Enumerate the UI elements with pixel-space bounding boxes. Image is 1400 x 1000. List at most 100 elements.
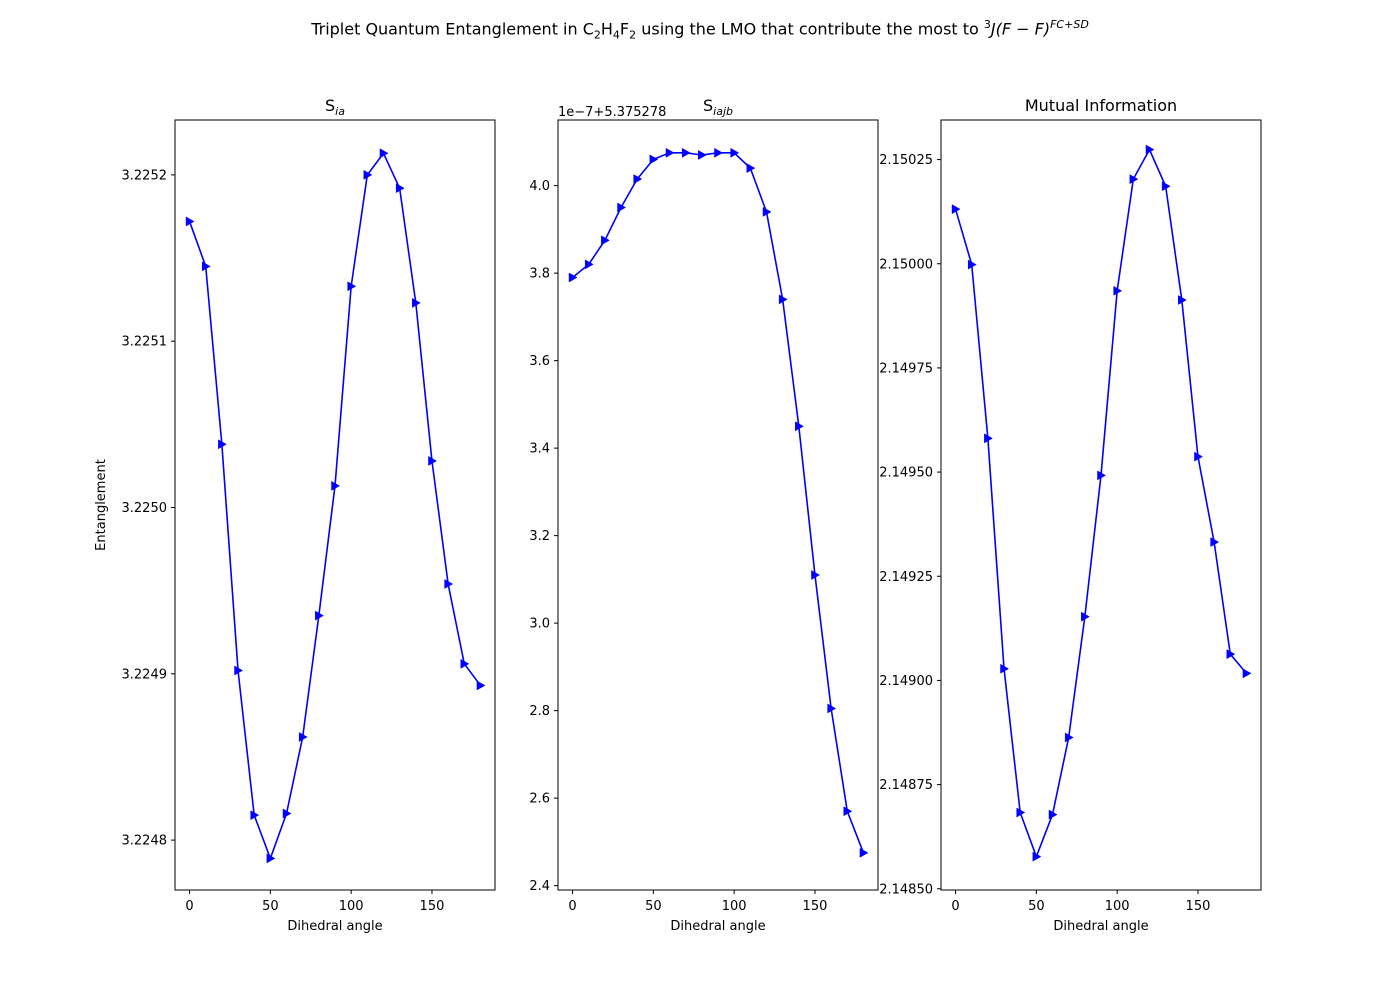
subplot-1: 0 50 100 150 3.2248 3.2249 3.2250 3.2251 3.2252 D… xyxy=(94,119,496,934)
data-point xyxy=(1097,470,1107,481)
subplot-title-sia: Sia xyxy=(325,96,345,119)
y-tick-label: 2.4 xyxy=(529,879,550,894)
y-tick-label: 3.2249 xyxy=(122,667,168,682)
data-point xyxy=(714,147,724,158)
data-point xyxy=(476,680,486,691)
x-axis-label: Dihedral angle xyxy=(287,919,382,934)
data-point xyxy=(363,169,373,180)
subplot-title-siajb: Siajb xyxy=(703,96,733,119)
data-point xyxy=(298,732,308,742)
data-point xyxy=(1242,668,1252,679)
data-point xyxy=(1048,809,1058,820)
x-tick-label: 50 xyxy=(645,899,662,914)
data-point xyxy=(1194,451,1203,462)
data-point xyxy=(444,579,454,589)
y-tick-label: 3.2252 xyxy=(122,168,168,183)
y-tick-label: 3.6 xyxy=(529,354,550,369)
data-point xyxy=(665,147,675,158)
y-tick-label: 2.14950 xyxy=(879,466,933,481)
y-tick-label: 2.15025 xyxy=(879,153,933,168)
x-tick-label: 0 xyxy=(568,899,576,914)
axes-frame xyxy=(174,119,496,891)
y-tick-label: 3.2250 xyxy=(122,501,168,516)
data-point xyxy=(331,480,341,491)
data-point xyxy=(951,204,961,215)
x-tick-label: 0 xyxy=(185,899,193,914)
data-point xyxy=(250,810,260,821)
y-tick-label: 3.4 xyxy=(529,442,550,457)
data-point xyxy=(201,261,211,272)
x-tick-label: 50 xyxy=(262,899,279,914)
data-point xyxy=(347,281,357,292)
x-tick-label: 50 xyxy=(1028,899,1045,914)
data-point xyxy=(967,259,977,270)
y-tick-label: 2.14925 xyxy=(879,570,933,585)
y-tick-label: 4.0 xyxy=(529,179,550,194)
y-tick-label: 3.2248 xyxy=(122,834,168,849)
data-point xyxy=(730,147,740,158)
data-point xyxy=(1178,295,1187,305)
data-point xyxy=(568,272,578,283)
axes-frame xyxy=(557,119,879,891)
figure-title: Triplet Quantum Entanglement in C2H4F2 u… xyxy=(311,18,1089,42)
data-point xyxy=(218,439,227,450)
x-axis-label: Dihedral angle xyxy=(670,919,765,934)
data-point xyxy=(778,294,788,305)
y-tick-label: 2.14900 xyxy=(879,674,933,689)
data-point xyxy=(234,665,244,676)
y-axis-label: Entanglement xyxy=(94,459,109,551)
x-tick-label: 150 xyxy=(803,899,828,914)
data-point xyxy=(827,703,837,714)
data-point xyxy=(859,847,869,858)
x-tick-label: 0 xyxy=(951,899,959,914)
data-point xyxy=(795,421,804,432)
data-point xyxy=(1081,611,1090,622)
y-tick-label: 3.2 xyxy=(529,529,550,544)
data-point xyxy=(1145,144,1155,155)
y-tick-label: 3.8 xyxy=(529,267,550,282)
y-tick-label: 2.14975 xyxy=(879,361,933,376)
series-line xyxy=(572,152,865,854)
x-tick-label: 100 xyxy=(339,899,364,914)
data-point xyxy=(282,808,292,819)
y-offset-label: 1e−7+5.375278 xyxy=(558,105,666,120)
data-point xyxy=(633,174,643,184)
series-line xyxy=(954,147,1248,859)
x-tick-label: 150 xyxy=(1186,899,1211,914)
data-point xyxy=(984,433,993,444)
y-tick-label: 2.6 xyxy=(529,792,550,807)
data-point xyxy=(315,610,324,621)
y-tick-label: 2.8 xyxy=(529,704,550,719)
data-point xyxy=(1032,851,1042,862)
y-tick-label: 2.14850 xyxy=(879,882,933,897)
data-point xyxy=(584,259,594,270)
data-point xyxy=(412,298,421,308)
data-point xyxy=(698,150,707,160)
data-point xyxy=(266,853,276,864)
data-point xyxy=(460,658,470,669)
data-point xyxy=(1064,732,1074,743)
y-tick-label: 2.14875 xyxy=(879,778,933,793)
data-point xyxy=(843,806,853,817)
x-tick-label: 100 xyxy=(1105,899,1130,914)
data-point xyxy=(428,456,437,466)
data-point xyxy=(746,163,756,174)
y-tick-label: 2.15000 xyxy=(879,257,933,272)
x-tick-label: 100 xyxy=(722,899,747,914)
subplot-2: 0 50 100 150 2.4 2.6 2.8 3.0 3.2 3.4 3.6 3.8 4.0 1e−7… xyxy=(529,105,879,934)
data-point xyxy=(617,202,627,213)
data-point xyxy=(1113,285,1123,296)
data-point xyxy=(1000,663,1010,674)
series-line xyxy=(188,151,482,861)
y-tick-label: 3.2251 xyxy=(122,335,168,350)
data-point xyxy=(649,154,659,165)
data-point xyxy=(762,206,772,217)
data-point xyxy=(395,183,405,194)
data-point xyxy=(185,216,195,227)
subplot-title-mutual-information: Mutual Information xyxy=(1024,96,1178,115)
data-point xyxy=(1161,181,1171,192)
x-axis-label: Dihedral angle xyxy=(1053,919,1148,934)
x-tick-label: 150 xyxy=(420,899,445,914)
axes-frame xyxy=(940,119,1262,891)
